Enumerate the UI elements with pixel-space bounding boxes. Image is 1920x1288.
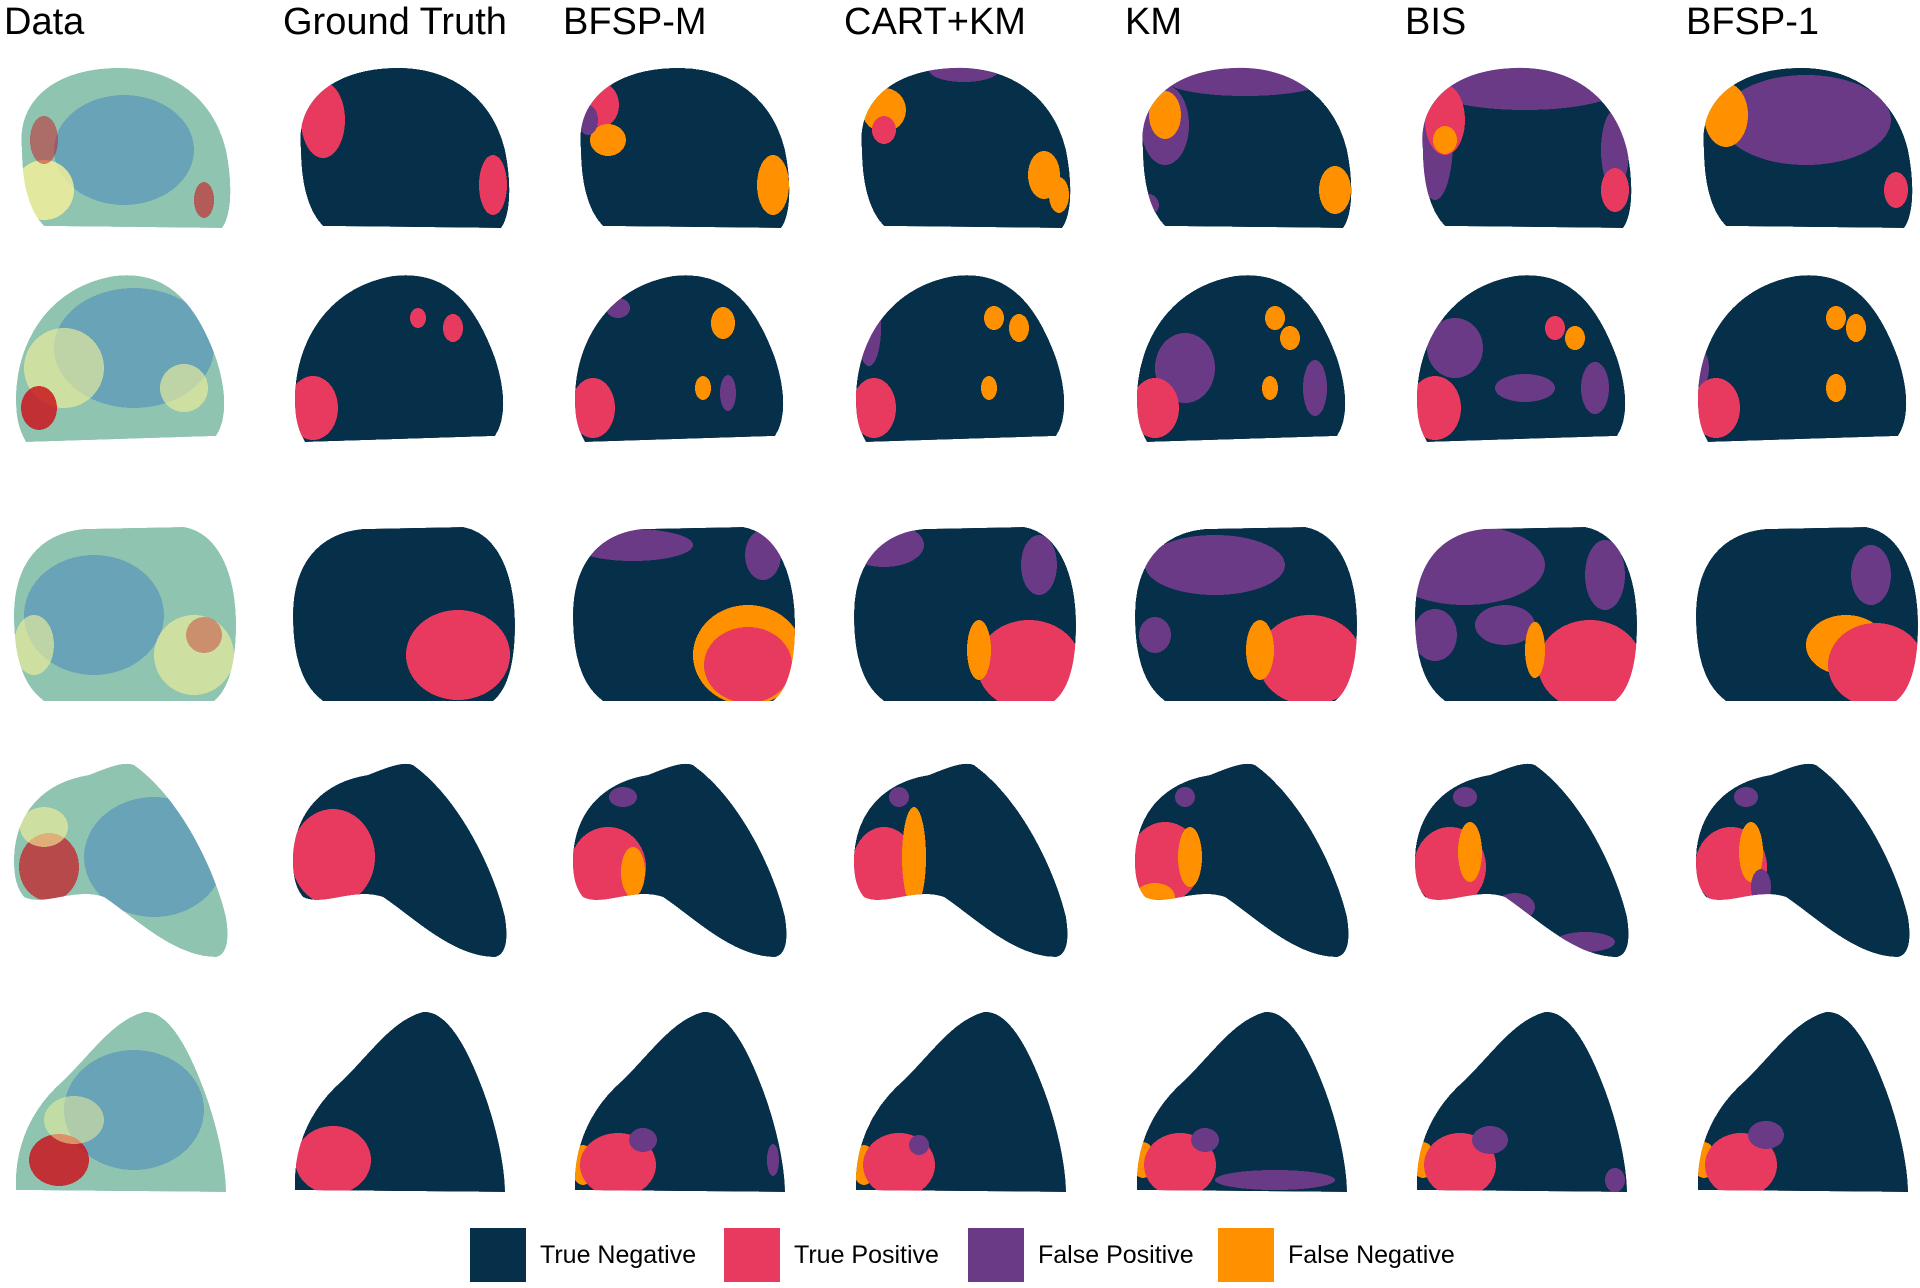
legend-item-false-negative: False Negative [1218,1228,1455,1282]
panel-bfsp-m-row-1 [563,50,803,255]
panel-km-row-3 [1125,515,1365,720]
panel-ground-truth-row-5 [283,1000,523,1205]
panel-bis-row-4 [1405,757,1645,962]
legend-item-true-negative: True Negative [470,1228,696,1282]
panel-row-5 [0,1000,1920,1205]
panel-ground-truth-row-3 [283,515,523,720]
column-header-cart-km: CART+KM [844,1,1026,43]
panel-data-row-3 [4,515,244,720]
panel-bis-row-3 [1405,515,1645,720]
panel-cart-km-row-3 [844,515,1084,720]
legend-swatch-true-negative [470,1228,526,1282]
column-header-data: Data [4,1,85,43]
panel-data-row-4 [4,757,244,962]
panel-bfsp-m-row-4 [563,757,803,962]
panel-bfsp-1-row-5 [1686,1000,1920,1205]
column-header-bfsp-m: BFSP-M [563,1,707,43]
panel-data-row-1 [4,50,244,255]
panel-bis-row-5 [1405,1000,1645,1205]
column-header-ground-truth: Ground Truth [283,1,507,43]
legend-swatch-false-negative [1218,1228,1274,1282]
panel-cart-km-row-1 [844,50,1084,255]
panel-cart-km-row-5 [844,1000,1084,1205]
column-header-bis: BIS [1405,1,1467,43]
panel-data-row-2 [4,258,244,463]
panel-row-2 [0,258,1920,463]
panel-cart-km-row-2 [844,258,1084,463]
panel-km-row-5 [1125,1000,1365,1205]
panel-bis-row-1 [1405,50,1645,255]
panel-bfsp-1-row-1 [1686,50,1920,255]
legend-label-false-positive: False Positive [1038,1240,1194,1269]
panel-bfsp-m-row-2 [563,258,803,463]
panel-km-row-4 [1125,757,1365,962]
panel-bis-row-2 [1405,258,1645,463]
legend-swatch-true-positive [724,1228,780,1282]
legend: True Negative True Positive False Positi… [470,1228,1470,1288]
panel-bfsp-1-row-2 [1686,258,1920,463]
panel-row-1 [0,50,1920,255]
panel-ground-truth-row-4 [283,757,523,962]
panel-cart-km-row-4 [844,757,1084,962]
legend-label-false-negative: False Negative [1288,1240,1455,1269]
column-header-bfsp-1: BFSP-1 [1686,1,1820,43]
panel-data-row-5 [4,1000,244,1205]
legend-item-false-positive: False Positive [968,1228,1194,1282]
panel-bfsp-m-row-5 [563,1000,803,1205]
panel-km-row-1 [1125,50,1365,255]
panel-ground-truth-row-2 [283,258,523,463]
panel-km-row-2 [1125,258,1365,463]
panel-row-3 [0,515,1920,720]
legend-swatch-false-positive [968,1228,1024,1282]
panel-row-4 [0,757,1920,962]
panel-bfsp-m-row-3 [563,515,803,720]
panel-ground-truth-row-1 [283,50,523,255]
legend-label-true-negative: True Negative [540,1240,697,1269]
legend-label-true-positive: True Positive [794,1240,939,1269]
legend-item-true-positive: True Positive [724,1228,939,1282]
panel-bfsp-1-row-3 [1686,515,1920,720]
panel-bfsp-1-row-4 [1686,757,1920,962]
column-header-km: KM [1125,1,1182,43]
